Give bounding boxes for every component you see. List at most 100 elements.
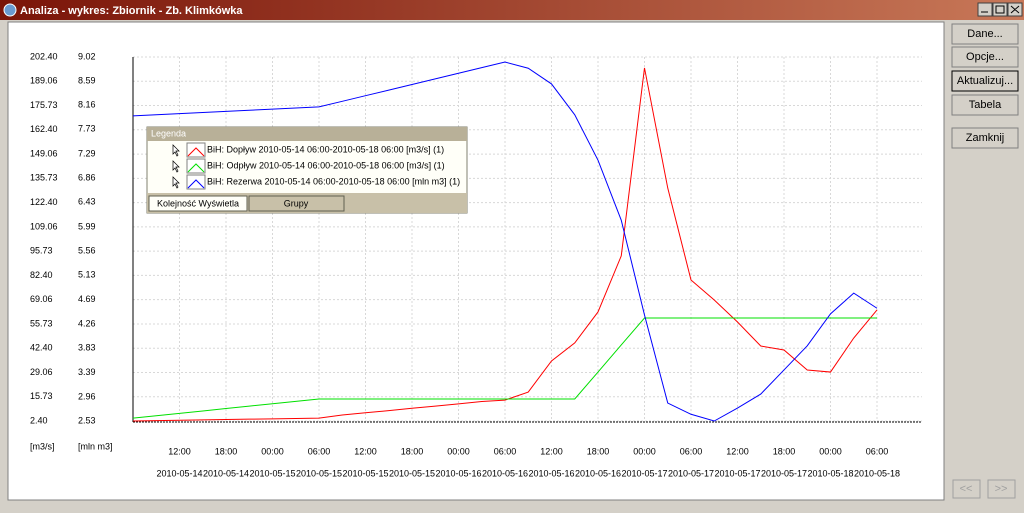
- control-glyphs: [981, 5, 1020, 14]
- x-tick-label: 18:00: [587, 446, 610, 456]
- series-line: [132, 61, 878, 422]
- button[interactable]: Tabela: [951, 94, 1019, 116]
- y2-tick-label: 8.16: [78, 100, 96, 110]
- x-tick-date: 2010-05-17: [714, 468, 760, 478]
- x-tick-label: 00:00: [633, 446, 656, 456]
- x-tick-label: 06:00: [494, 446, 517, 456]
- legend-cursor-icon: [172, 176, 180, 189]
- y2-tick-label: 3.39: [78, 367, 96, 377]
- y2-tick-label: 7.73: [78, 124, 96, 134]
- x-tick-date: 2010-05-16: [435, 468, 481, 478]
- x-tick-date: 2010-05-15: [389, 468, 435, 478]
- button[interactable]: Dane...: [951, 23, 1019, 45]
- legend-header: [147, 127, 467, 141]
- x-tick-date: 2010-05-17: [761, 468, 807, 478]
- y-axis-label: [m3/s]: [30, 441, 55, 451]
- y2-tick-label: 5.99: [78, 221, 96, 231]
- legend-swatch: [187, 147, 205, 157]
- x-tick-label: 12:00: [540, 446, 563, 456]
- y2-tick-label: 2.96: [78, 391, 96, 401]
- x-tick-date: 2010-05-16: [575, 468, 621, 478]
- y-tick-label: 162.40: [30, 124, 58, 134]
- button-label: Aktualizuj...: [957, 75, 1013, 87]
- legend-tab-label: Kolejność Wyświetla: [157, 198, 239, 208]
- x-tick-label: 06:00: [866, 446, 889, 456]
- y-tick-label: 189.06: [30, 76, 58, 86]
- legend-tab[interactable]: [148, 195, 248, 212]
- button-face[interactable]: [951, 127, 1019, 149]
- legend-swatch-box: [186, 142, 206, 158]
- button-face[interactable]: [951, 94, 1019, 116]
- y2-tick-label: 9.02: [78, 51, 96, 61]
- y-tick-label: 29.06: [30, 367, 53, 377]
- y2-tick-label: 2.53: [78, 415, 96, 425]
- x-tick-label: 18:00: [215, 446, 238, 456]
- button-face[interactable]: [987, 479, 1016, 499]
- button-label: Opcje...: [966, 51, 1004, 63]
- x-tick-date: 2010-05-14: [156, 468, 202, 478]
- button-face[interactable]: [951, 70, 1019, 92]
- button-label: <<: [960, 483, 973, 495]
- legend-entry: BiH: Odpływ 2010-05-14 06:00-2010-05-18 …: [207, 160, 445, 170]
- series-line: [132, 317, 877, 419]
- y-tick-label: 95.73: [30, 246, 53, 256]
- y2-tick-label: 4.69: [78, 294, 96, 304]
- x-tick-date: 2010-05-16: [482, 468, 528, 478]
- x-tick-label: 12:00: [726, 446, 749, 456]
- legend-cursor-icon: [172, 160, 180, 173]
- legend-title: Legenda: [151, 128, 186, 138]
- x-tick-date: 2010-05-15: [296, 468, 342, 478]
- button-face[interactable]: [952, 479, 981, 499]
- window-title: Analiza - wykres: Zbiornik - Zb. Klimków…: [20, 5, 243, 17]
- y2-tick-label: 4.26: [78, 318, 96, 328]
- nav-button[interactable]: <<: [952, 479, 981, 499]
- legend-swatch: [187, 179, 205, 189]
- button-face[interactable]: [951, 23, 1019, 45]
- plot: 2.40 15.73 29.06 42.40 55.73 69.06 82.40 95.73 1…: [30, 51, 922, 478]
- maximize-button[interactable]: [992, 2, 1008, 17]
- x-tick-label: 12:00: [168, 446, 191, 456]
- y-tick-label: 15.73: [30, 391, 53, 401]
- minimize-button[interactable]: [977, 2, 993, 17]
- chart-area: [7, 21, 945, 501]
- legend-entry: BiH: Rezerwa 2010-05-14 06:00-2010-05-18…: [207, 176, 460, 186]
- x-tick-date: 2010-05-17: [621, 468, 667, 478]
- x-tick-label: 00:00: [447, 446, 470, 456]
- x-tick-label: 00:00: [261, 446, 284, 456]
- legend-tab[interactable]: [248, 195, 345, 212]
- legend-swatch-box: [186, 158, 206, 174]
- series-line: [132, 67, 878, 422]
- legend-swatch: [187, 163, 205, 173]
- y-tick-label: 55.73: [30, 318, 53, 328]
- y-tick-label: 2.40: [30, 415, 48, 425]
- y-tick-label: 122.40: [30, 197, 58, 207]
- y2-axis-label: [mln m3]: [78, 441, 113, 451]
- y2-tick-label: 6.86: [78, 173, 96, 183]
- x-tick-date: 2010-05-15: [342, 468, 388, 478]
- button-face[interactable]: [951, 46, 1019, 68]
- y2-tick-label: 5.56: [78, 245, 96, 255]
- button-label: Dane...: [967, 28, 1002, 40]
- legend-cursor-icon: [172, 144, 180, 157]
- y-tick-label: 175.73: [30, 100, 58, 110]
- x-tick-label: 18:00: [773, 446, 796, 456]
- y2-tick-label: 6.43: [78, 197, 96, 207]
- y-tick-label: 202.40: [30, 51, 58, 61]
- y-tick-label: 69.06: [30, 294, 53, 304]
- button[interactable]: Opcje...: [951, 46, 1019, 68]
- x-tick-label: 18:00: [401, 446, 424, 456]
- y2-tick-label: 5.13: [78, 270, 96, 280]
- side-panel: Dane... Opcje... Aktualizuj... Tabela Zamkni…: [951, 23, 1019, 499]
- y-tick-label: 135.73: [30, 173, 58, 183]
- button-label: Tabela: [969, 99, 1002, 111]
- button[interactable]: Aktualizuj...: [951, 70, 1019, 92]
- button-label: Zamknij: [966, 132, 1005, 144]
- y-tick-label: 42.40: [30, 343, 53, 353]
- x-tick-label: 06:00: [308, 446, 331, 456]
- button[interactable]: Zamknij: [951, 127, 1019, 149]
- x-tick-label: 12:00: [354, 446, 377, 456]
- nav-button[interactable]: >>: [987, 479, 1016, 499]
- x-tick-label: 06:00: [680, 446, 703, 456]
- y-tick-label: 149.06: [30, 148, 58, 158]
